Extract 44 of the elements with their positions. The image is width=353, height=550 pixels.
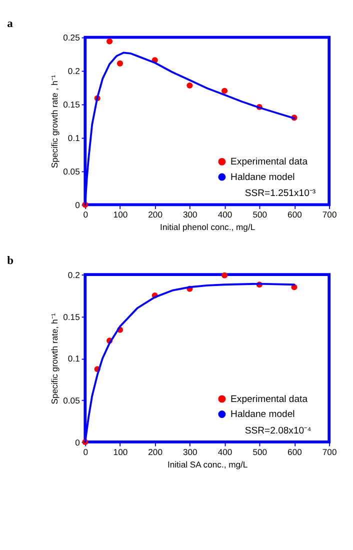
y-tick-label: 0.05 [63, 395, 80, 406]
chart-title: a [7, 18, 14, 30]
y-tick-label: 0.2 [68, 66, 80, 76]
x-tick-label: 700 [322, 446, 337, 457]
annotation: SSR=2.08x10⁻⁴ [244, 425, 312, 436]
x-tick-label: 400 [218, 446, 232, 457]
x-tick-label: 0 [83, 446, 88, 457]
x-axis-title: Initial SA conc., mg/L [167, 459, 248, 470]
y-tick-label: 0.1 [68, 133, 80, 144]
y-tick-label: 0 [75, 200, 80, 210]
x-axis-title: Initial phenol conc., mg/L [160, 222, 256, 232]
x-tick-label: 200 [148, 446, 163, 457]
x-tick-label: 100 [113, 446, 128, 457]
y-tick-label: 0 [75, 437, 80, 448]
annotation: SSR=1.251x10⁻³ [244, 188, 316, 200]
x-tick-label: 300 [182, 210, 198, 220]
x-tick-label: 300 [182, 446, 198, 457]
x-tick-label: 400 [218, 210, 232, 220]
point [222, 272, 228, 278]
y-tick-label: 0.25 [63, 32, 80, 43]
point [116, 60, 124, 66]
x-tick-label: 700 [322, 210, 337, 220]
point [222, 88, 228, 94]
legend-label: Experimental data [230, 394, 308, 405]
chart-title: b [7, 255, 14, 268]
y-tick-label: 0.2 [68, 270, 80, 280]
x-tick-label: 100 [113, 210, 128, 220]
y-axis-title: Specific growth rate , h⁻¹ [49, 74, 60, 168]
x-tick-label: 500 [252, 210, 268, 220]
y-tick-label: 0.15 [63, 100, 80, 110]
legend-label: Experimental data [230, 156, 308, 168]
x-tick-label: 600 [288, 446, 302, 457]
point [186, 82, 193, 89]
y-tick-label: 0.15 [63, 312, 80, 322]
legend-label: Haldane model [230, 409, 295, 420]
point [106, 38, 113, 44]
y-tick-label: 0.1 [68, 354, 80, 364]
x-tick-label: 600 [288, 210, 302, 220]
legend-label: Haldane model [230, 172, 295, 183]
y-axis-title: Specific growth rate, h⁻¹ [49, 313, 60, 404]
x-tick-label: 200 [148, 210, 163, 220]
y-tick-label: 0.05 [63, 166, 80, 177]
x-tick-label: 500 [252, 446, 268, 457]
x-tick-label: 0 [83, 210, 88, 220]
